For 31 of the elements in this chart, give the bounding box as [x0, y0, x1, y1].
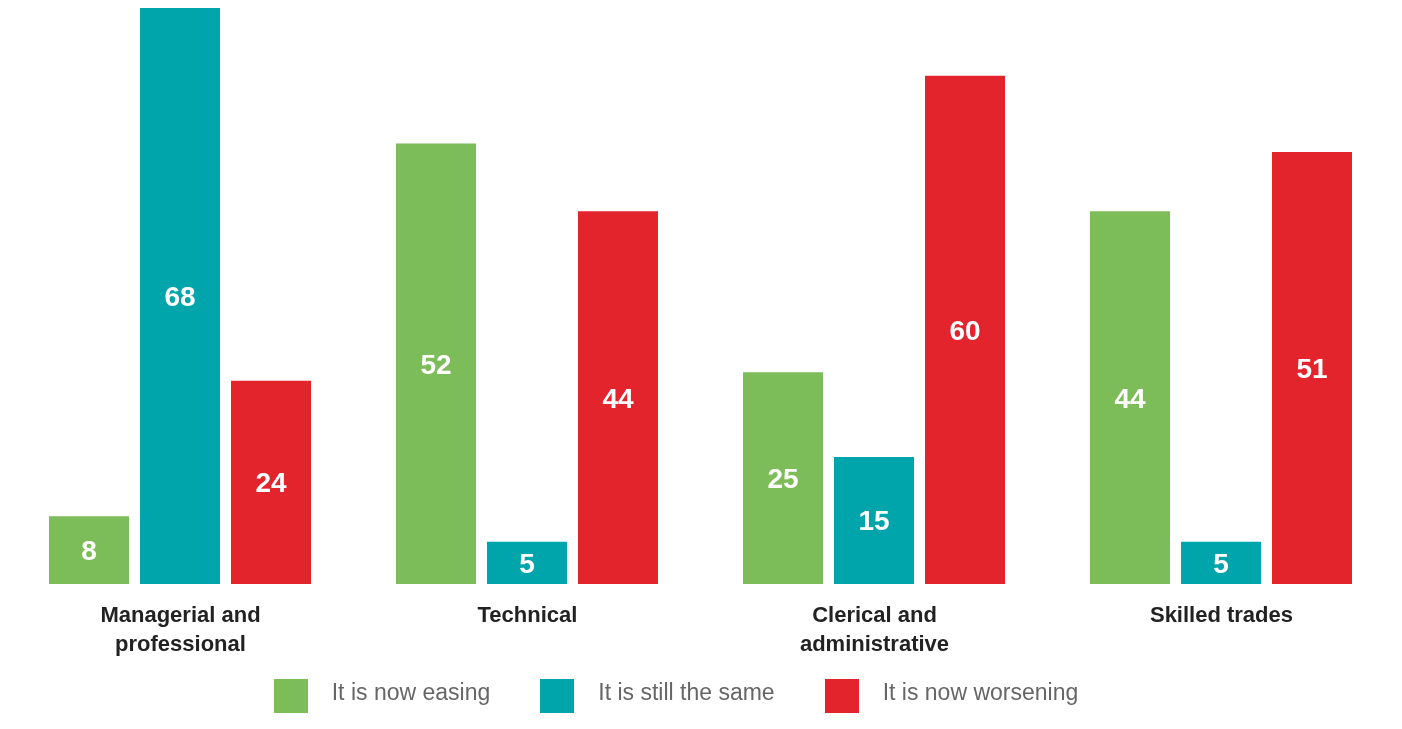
bar [925, 75, 1005, 584]
data-label: 5 [519, 547, 535, 579]
data-label: 44 [602, 382, 634, 414]
bar [396, 143, 476, 584]
data-label: 68 [164, 280, 196, 312]
data-label: 8 [81, 535, 97, 567]
data-label: 60 [949, 314, 981, 346]
x-tick-label: Skilled trades [1149, 602, 1294, 627]
legend-label: It is now easing [331, 679, 491, 706]
legend-label: It is still the same [598, 679, 775, 706]
bar [140, 8, 220, 584]
bar [1181, 541, 1261, 584]
data-label: 51 [1296, 352, 1328, 384]
data-label: 44 [1114, 382, 1146, 414]
data-label: 25 [767, 463, 799, 495]
x-tick-label: Clerical and administrative [799, 602, 950, 656]
x-tick-label: Managerial and professional [100, 602, 261, 656]
bar [487, 541, 567, 584]
data-label: 52 [420, 348, 452, 380]
x-tick-label: Technical [477, 602, 578, 627]
bar [743, 372, 823, 584]
data-label: 5 [1213, 547, 1229, 579]
bar [578, 211, 658, 584]
bar [1090, 211, 1170, 584]
bar [834, 456, 914, 584]
bar [1272, 152, 1352, 584]
data-label: 24 [255, 467, 287, 499]
data-label: 15 [858, 505, 890, 537]
bar [231, 380, 311, 584]
legend-label: It is now worsening [882, 679, 1079, 706]
bar [49, 516, 129, 584]
